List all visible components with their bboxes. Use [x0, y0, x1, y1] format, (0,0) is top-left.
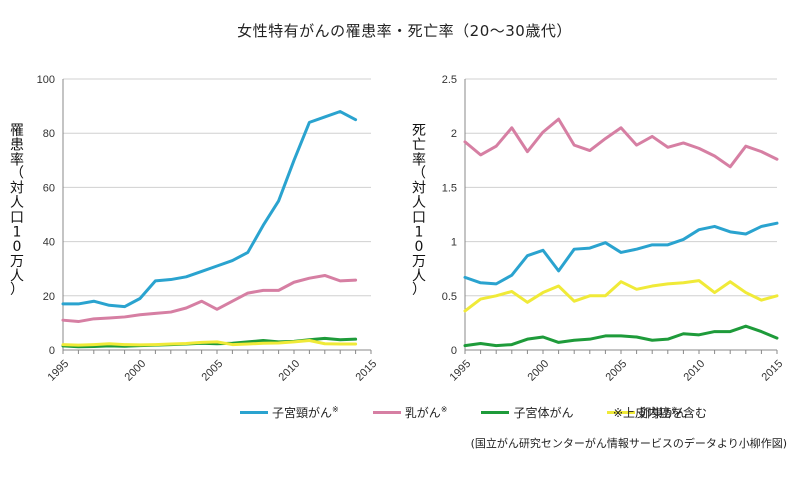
- legend-label-cervical: 子宮頸がん: [272, 406, 333, 420]
- incidence-xtick-label: 1995: [46, 358, 72, 384]
- legend-swatch-breast: [372, 411, 401, 414]
- mortality-ytick-label: 1.5: [442, 182, 457, 194]
- mortality-series-ovarian: [463, 279, 779, 313]
- legend-item-endometrial: 子宮体がん: [481, 404, 573, 421]
- mortality-ytick-label: 1: [451, 237, 457, 249]
- mortality-ylabel: 死亡率（対人口 1 0 万人）: [412, 123, 426, 298]
- legend-swatch-cervical: [240, 411, 268, 414]
- incidence-xtick-label: 2015: [354, 358, 380, 384]
- legend-swatch-ovarian: [607, 411, 636, 414]
- mortality-ytick-label: 0: [451, 345, 457, 357]
- legend-item-cervical: 子宮頸がん ※: [240, 404, 339, 421]
- incidence-ytick-label: 20: [43, 291, 55, 303]
- legend-label-breast: 乳がん: [404, 406, 441, 420]
- incidence-xtick-label: 2000: [123, 358, 149, 384]
- chart-title: 女性特有がんの罹患率・死亡率（20～30歳代）: [237, 22, 572, 40]
- incidence-ytick-label: 40: [43, 237, 55, 249]
- legend-mark-cervical: ※: [332, 405, 339, 414]
- mortality-ytick-label: 2: [451, 128, 457, 140]
- mortality-ytick-label: 0.5: [442, 291, 457, 303]
- mortality-ytick-label: 2.5: [442, 74, 457, 86]
- mortality-chart: 0 0.5 1 1.5 2 2.5 1995 2000 2005 2010 2015 死亡率（対人口 1…: [412, 74, 785, 384]
- legend-item-breast: 乳がん ※: [372, 404, 448, 421]
- mortality-xtick-label: 2010: [682, 358, 708, 384]
- incidence-ytick-label: 0: [49, 345, 55, 357]
- mortality-xtick-label: 2015: [760, 358, 786, 384]
- incidence-ylabel: 罹患率（対人口 1 0 万人）: [10, 123, 24, 298]
- legend-swatch-endometrial: [481, 411, 510, 414]
- mortality-series-endometrial: [463, 324, 779, 348]
- mortality-series-cervical: [463, 221, 779, 286]
- incidence-series-cervical: [61, 110, 358, 309]
- legend-item-ovarian: 卵巣がん: [607, 404, 687, 421]
- incidence-ytick-label: 80: [43, 128, 55, 140]
- incidence-ytick-label: 60: [43, 182, 55, 194]
- mortality-series-breast: [463, 117, 779, 169]
- mortality-xtick-label: 1995: [448, 358, 474, 384]
- mortality-xtick-label: 2000: [526, 358, 552, 384]
- mortality-xtick-label: 2005: [604, 358, 630, 384]
- footnote: ※上皮内癌を含む: [613, 406, 708, 420]
- legend: 子宮頸がん ※ 乳がん ※ 子宮体がん 卵巣がん: [240, 404, 721, 421]
- legend-mark-breast: ※: [440, 405, 448, 414]
- incidence-chart: 0 20 40 60 80 100 1995 2000 2005 2010 2015 罹患率（対人口 1…: [10, 74, 379, 384]
- incidence-ytick-label: 100: [37, 74, 55, 86]
- source-credit: (国立がん研究センターがん情報サービスのデータより小柳作図): [470, 437, 787, 450]
- incidence-series-ovarian: [61, 339, 358, 347]
- incidence-xtick-label: 2010: [277, 358, 303, 384]
- incidence-series-breast: [61, 273, 358, 324]
- legend-label-endometrial: 子宮体がん: [513, 406, 574, 420]
- legend-label-ovarian: 卵巣がん: [639, 406, 688, 420]
- incidence-xtick-label: 2005: [200, 358, 226, 384]
